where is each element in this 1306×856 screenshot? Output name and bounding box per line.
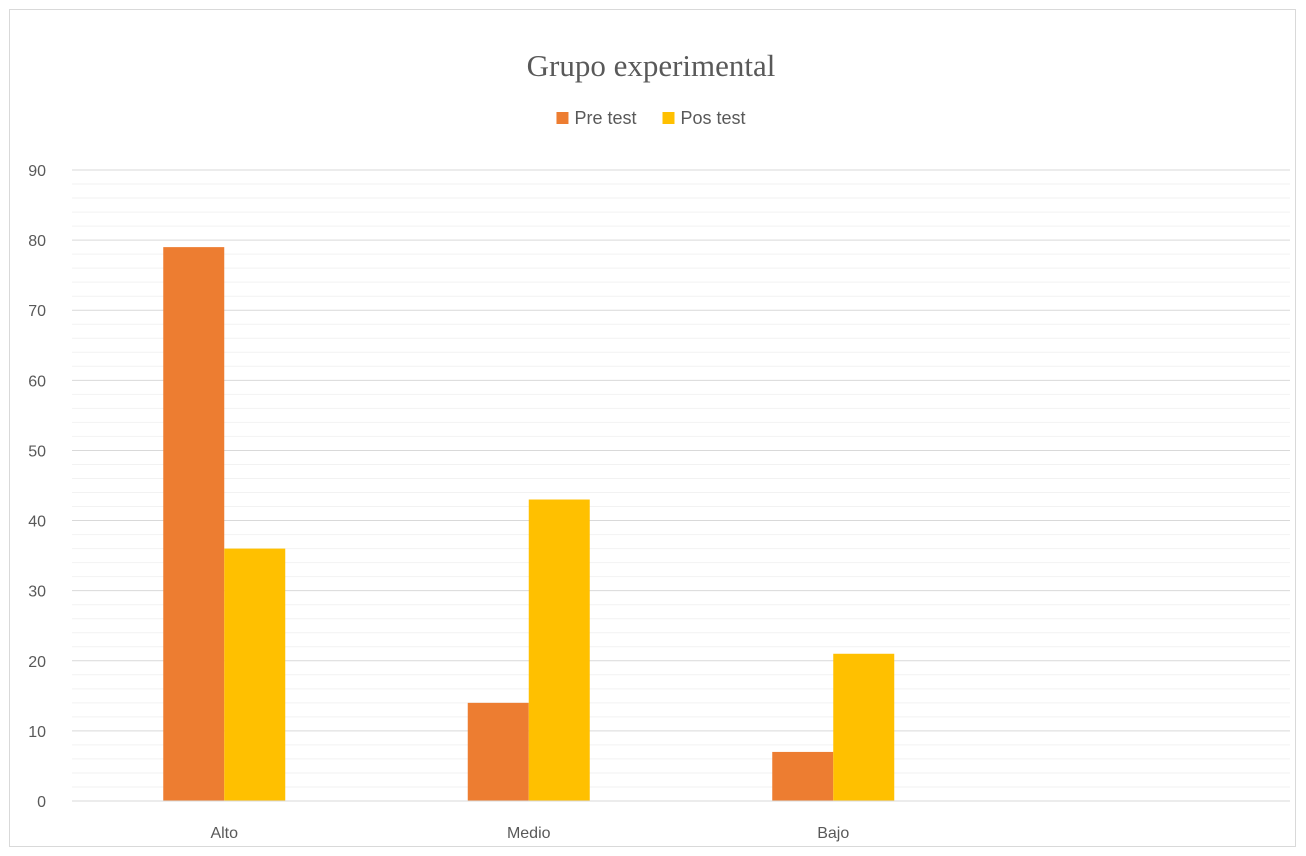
bar-pos-test-bajo	[833, 653, 895, 801]
legend-label: Pos test	[681, 108, 746, 128]
y-tick-label: 90	[28, 163, 46, 180]
y-tick-label: 50	[28, 443, 46, 460]
bar-pos-test-alto	[224, 548, 286, 801]
x-tick-label: Medio	[507, 825, 551, 842]
y-tick-label: 70	[28, 303, 46, 320]
x-tick-label: Alto	[210, 825, 238, 842]
y-tick-label: 60	[28, 373, 46, 390]
legend-swatch	[662, 112, 675, 124]
legend-swatch	[556, 112, 569, 124]
bar-pre-test-medio	[467, 702, 529, 801]
chart-title: Grupo experimental	[527, 48, 776, 83]
legend-label: Pre test	[574, 108, 636, 128]
x-tick-label: Bajo	[817, 825, 849, 842]
y-tick-label: 10	[28, 724, 46, 741]
legend: Pre test Pos test	[556, 108, 746, 128]
axes: 0 10 20 30 40 50 60 70 80 90 Alto Medio Bajo	[28, 163, 1290, 842]
bar-pos-test-medio	[528, 499, 590, 801]
legend-item: Pos test	[662, 108, 746, 128]
y-tick-label: 0	[37, 794, 46, 811]
bars	[163, 247, 895, 802]
bar-pre-test-alto	[163, 247, 225, 802]
y-tick-label: 30	[28, 584, 46, 601]
y-tick-label: 20	[28, 654, 46, 671]
legend-item: Pre test	[556, 108, 637, 128]
bar-pre-test-bajo	[772, 751, 834, 801]
y-tick-label: 40	[28, 514, 46, 531]
y-tick-label: 80	[28, 233, 46, 250]
